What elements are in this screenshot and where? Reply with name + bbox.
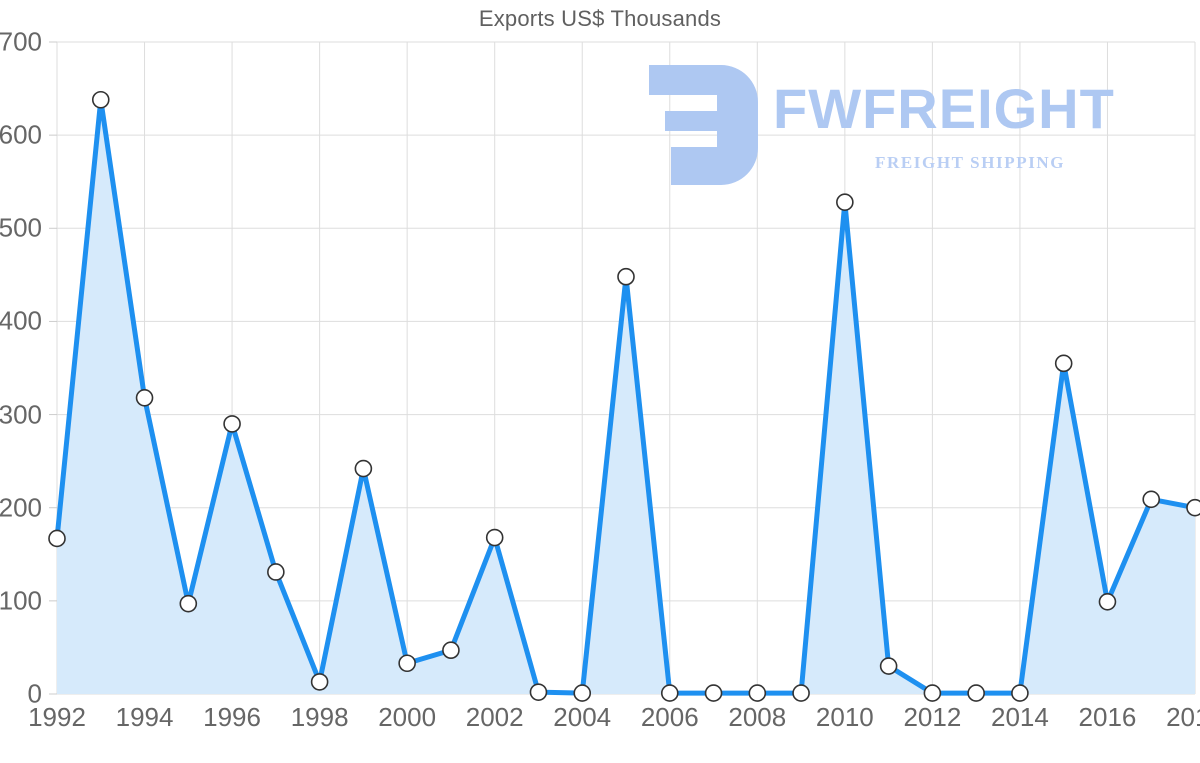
data-point-marker[interactable]	[442, 641, 460, 660]
chart-plot-svg	[48, 41, 1200, 702]
y-axis-tick-label: 400	[0, 305, 42, 336]
y-axis-tick-label: 700	[0, 26, 42, 57]
data-point-marker[interactable]	[1054, 354, 1073, 373]
data-point-marker[interactable]	[48, 529, 66, 548]
y-axis-tick-label: 600	[0, 119, 42, 150]
y-axis-tick-label: 500	[0, 212, 42, 243]
data-point-marker[interactable]	[923, 684, 942, 702]
x-axis-tick-label: 1994	[115, 702, 174, 732]
x-axis-tick-label: 2006	[640, 702, 699, 732]
data-point-marker[interactable]	[660, 684, 679, 702]
x-axis-tick-label: 1992	[28, 702, 86, 732]
data-point-marker[interactable]	[704, 684, 723, 702]
data-point-marker[interactable]	[398, 654, 416, 673]
x-axis-tick-label: 2004	[553, 702, 612, 732]
data-point-marker[interactable]	[748, 684, 767, 702]
data-point-marker[interactable]	[879, 657, 898, 675]
data-point-marker[interactable]	[792, 684, 810, 702]
y-axis-tick-label: 300	[0, 399, 42, 430]
x-axis-tick-label: 2000	[378, 702, 437, 732]
plot-area	[48, 41, 1200, 702]
data-point-marker[interactable]	[1186, 498, 1200, 517]
data-point-marker[interactable]	[836, 193, 854, 212]
x-axis-tick-label: 2002	[465, 702, 524, 732]
data-point-marker[interactable]	[485, 528, 504, 547]
data-point-marker[interactable]	[354, 459, 373, 478]
y-axis-tick-label: 100	[0, 585, 42, 616]
data-point-marker[interactable]	[135, 389, 154, 407]
data-point-marker[interactable]	[91, 90, 110, 109]
data-point-marker[interactable]	[529, 683, 548, 701]
data-point-marker[interactable]	[1011, 684, 1029, 702]
chart-title: Exports US$ Thousands	[478, 6, 722, 31]
data-point-marker[interactable]	[573, 684, 592, 702]
data-point-marker[interactable]	[223, 415, 241, 433]
data-point-marker[interactable]	[310, 673, 329, 691]
data-markers	[48, 90, 1200, 702]
x-axis-tick-label: 2010	[815, 702, 874, 732]
data-point-marker[interactable]	[179, 594, 198, 613]
x-axis: 1992 1994 1996 1998 2000 2002 2004 2006 2008 2010…	[28, 702, 1200, 742]
x-axis-tick-label: 2012	[903, 702, 962, 732]
x-axis-tick-label: 2018	[1166, 702, 1200, 732]
x-axis-tick-label: 1998	[290, 702, 349, 732]
data-point-marker[interactable]	[1142, 490, 1161, 509]
data-point-marker[interactable]	[1098, 592, 1117, 611]
y-axis: 0 100 200 300 400 500 600 700	[0, 27, 42, 709]
y-axis-tick-label: 200	[0, 492, 42, 523]
x-axis-tick-label: 2016	[1078, 702, 1137, 732]
area-fill	[57, 99, 1195, 694]
data-point-marker[interactable]	[967, 684, 985, 702]
x-axis-tick-label: 1996	[203, 702, 261, 732]
data-point-marker[interactable]	[267, 563, 285, 581]
x-axis-tick-label: 2014	[991, 702, 1049, 732]
axis-tick-marks	[49, 41, 57, 695]
data-point-marker[interactable]	[617, 267, 635, 286]
y-axis-tick-label: 0	[27, 678, 42, 709]
x-axis-tick-label: 2008	[728, 702, 787, 732]
